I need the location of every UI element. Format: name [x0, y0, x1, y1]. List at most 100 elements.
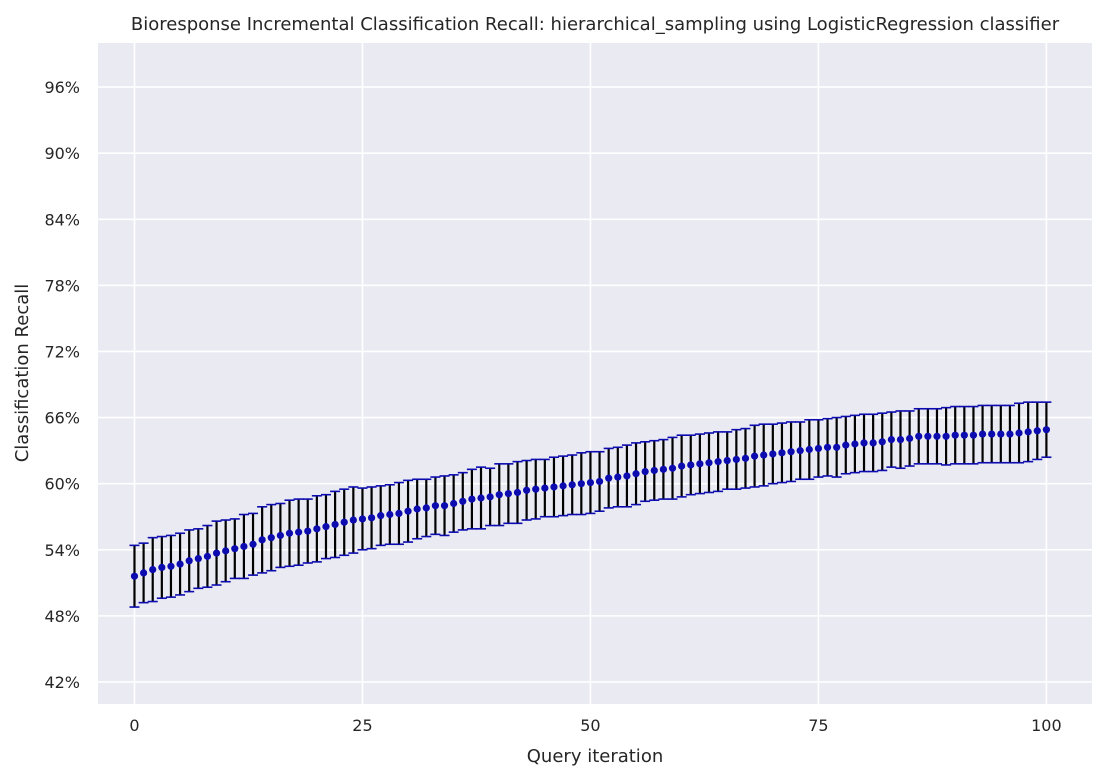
- data-point: [951, 431, 959, 439]
- data-point: [459, 497, 467, 505]
- data-point: [632, 470, 640, 478]
- y-tick-label: 78%: [44, 276, 80, 295]
- data-point: [568, 481, 576, 489]
- data-point: [468, 495, 476, 503]
- data-point: [240, 542, 248, 551]
- data-point: [258, 536, 266, 544]
- data-point: [769, 450, 777, 458]
- data-point: [167, 562, 175, 570]
- grid-lines: [98, 43, 1092, 704]
- data-point: [331, 520, 339, 529]
- data-point: [176, 560, 184, 568]
- data-point: [404, 507, 412, 515]
- data-point: [395, 509, 403, 518]
- data-point: [915, 432, 923, 440]
- data-point: [477, 494, 485, 502]
- data-point: [1024, 428, 1032, 436]
- data-point: [823, 443, 832, 451]
- data-point: [906, 434, 914, 443]
- data-point: [787, 448, 795, 456]
- data-point: [933, 432, 941, 440]
- data-point: [1033, 427, 1041, 435]
- data-point: [595, 477, 604, 486]
- data-point: [732, 455, 740, 464]
- y-tick-label: 96%: [44, 78, 80, 97]
- y-tick-label: 42%: [44, 673, 80, 692]
- data-point: [158, 563, 166, 571]
- data-point: [504, 489, 512, 498]
- data-point: [1042, 426, 1051, 434]
- data-point: [705, 459, 713, 467]
- y-tick-label: 54%: [44, 541, 80, 560]
- y-tick-label: 84%: [44, 210, 80, 229]
- data-point: [942, 432, 950, 440]
- data-point: [796, 447, 804, 455]
- x-tick-label: 50: [580, 716, 600, 735]
- data-point: [814, 444, 823, 453]
- data-point: [340, 518, 348, 526]
- data-point: [714, 458, 722, 466]
- y-tick-label: 66%: [44, 409, 80, 428]
- data-point: [249, 540, 257, 548]
- y-axis-label: Classification Recall: [12, 284, 33, 463]
- y-tick-label: 48%: [44, 607, 80, 626]
- data-point: [741, 454, 750, 462]
- data-point: [842, 441, 850, 449]
- data-point: [267, 534, 275, 542]
- data-point: [422, 504, 430, 512]
- data-point: [605, 474, 613, 482]
- data-point: [486, 493, 494, 501]
- x-tick-label: 25: [352, 716, 372, 735]
- data-point: [577, 480, 585, 488]
- data-point: [623, 472, 631, 480]
- data-point: [778, 449, 786, 457]
- data-point: [304, 527, 312, 535]
- data-point: [532, 485, 540, 493]
- data-point: [668, 464, 677, 472]
- data-point: [222, 547, 230, 555]
- x-tick-label: 100: [1031, 716, 1062, 735]
- data-point: [194, 554, 202, 563]
- data-point: [523, 486, 531, 494]
- data-point: [860, 439, 868, 447]
- data-point: [377, 512, 385, 520]
- data-point: [203, 552, 212, 560]
- data-point: [978, 430, 987, 438]
- y-tick-label: 60%: [44, 475, 80, 494]
- data-point: [805, 445, 813, 454]
- data-point: [495, 491, 503, 499]
- data-point: [431, 502, 440, 510]
- data-point: [1015, 429, 1023, 437]
- data-point: [869, 439, 877, 447]
- data-point: [149, 565, 157, 574]
- data-point: [285, 529, 294, 537]
- data-point: [586, 478, 595, 487]
- data-point: [723, 456, 731, 465]
- data-point: [969, 431, 978, 439]
- data-point: [349, 516, 357, 524]
- data-point: [988, 430, 996, 438]
- data-point: [696, 460, 704, 468]
- data-point: [687, 461, 695, 469]
- data-point: [896, 436, 905, 444]
- data-point: [440, 502, 449, 510]
- data-point: [650, 466, 658, 475]
- x-axis-label: Query iteration: [527, 746, 663, 767]
- data-point: [386, 510, 394, 519]
- data-point: [559, 482, 567, 490]
- data-point: [367, 514, 376, 522]
- data-point: [231, 545, 239, 553]
- data-point: [678, 462, 686, 470]
- data-point: [997, 430, 1005, 438]
- x-tick-label: 0: [129, 716, 139, 735]
- data-point: [130, 572, 139, 580]
- data-point: [851, 440, 859, 448]
- data-points: [130, 426, 1051, 580]
- data-point: [550, 483, 558, 491]
- y-tick-label: 72%: [44, 342, 80, 361]
- data-point: [614, 473, 622, 481]
- x-tick-label: 75: [808, 716, 828, 735]
- data-point: [276, 531, 284, 540]
- data-point: [750, 452, 759, 460]
